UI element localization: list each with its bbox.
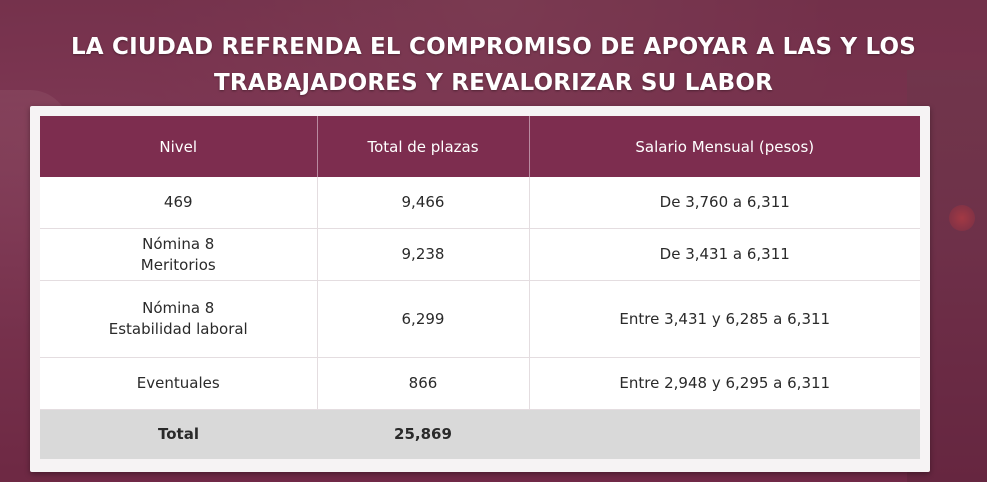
nivel-text: Eventuales [136, 374, 220, 392]
cell-plazas: 9,466 [317, 177, 530, 229]
cell-salario: De 3,431 a 6,311 [529, 228, 920, 281]
column-header-total-plazas: Total de plazas [317, 116, 530, 177]
cell-salario: Entre 2,948 y 6,295 a 6,311 [529, 357, 920, 410]
salary-table: Nivel Total de plazas Salario Mensual (p… [40, 116, 920, 459]
table-row: Eventuales 866 Entre 2,948 y 6,295 a 6,3… [40, 357, 920, 410]
cell-nivel: 469 [40, 177, 318, 229]
total-label: Total [40, 409, 317, 459]
cell-plazas: 866 [317, 357, 530, 410]
column-header-salario: Salario Mensual (pesos) [529, 116, 920, 177]
cell-plazas: 6,299 [317, 280, 530, 358]
nivel-subtext: Meritorios [140, 255, 216, 274]
total-row: Total 25,869 [40, 409, 920, 459]
headline: LA CIUDAD REFRENDA EL COMPROMISO DE APOY… [0, 29, 987, 101]
cell-nivel: Nómina 8 Meritorios [40, 228, 318, 281]
total-salario [529, 409, 920, 459]
headline-line-1: LA CIUDAD REFRENDA EL COMPROMISO DE APOY… [70, 34, 917, 61]
table-row: Nómina 8 Meritorios 9,238 De 3,431 a 6,3… [40, 228, 920, 281]
nivel-text: 469 [163, 193, 193, 211]
cell-salario: Entre 3,431 y 6,285 a 6,311 [529, 280, 920, 358]
table-row: 469 9,466 De 3,760 a 6,311 [40, 177, 920, 229]
nivel-subtext: Estabilidad laboral [108, 320, 248, 338]
cell-nivel: Nómina 8 Estabilidad laboral [40, 280, 318, 358]
nivel-text: Nómina 8 [142, 234, 215, 253]
cell-salario: De 3,760 a 6,311 [529, 177, 920, 229]
cell-plazas: 9,238 [317, 228, 530, 281]
column-header-nivel: Nivel [40, 116, 318, 177]
total-plazas: 25,869 [317, 409, 529, 459]
cell-nivel: Eventuales [40, 357, 318, 410]
table-panel: Nivel Total de plazas Salario Mensual (p… [30, 106, 930, 472]
headline-line-2: TRABAJADORES Y REVALORIZAR SU LABOR [214, 70, 773, 97]
table-row: Nómina 8 Estabilidad laboral 6,299 Entre… [40, 280, 920, 358]
nivel-text: Nómina 8 [142, 299, 215, 317]
table-header-row: Nivel Total de plazas Salario Mensual (p… [40, 116, 920, 177]
